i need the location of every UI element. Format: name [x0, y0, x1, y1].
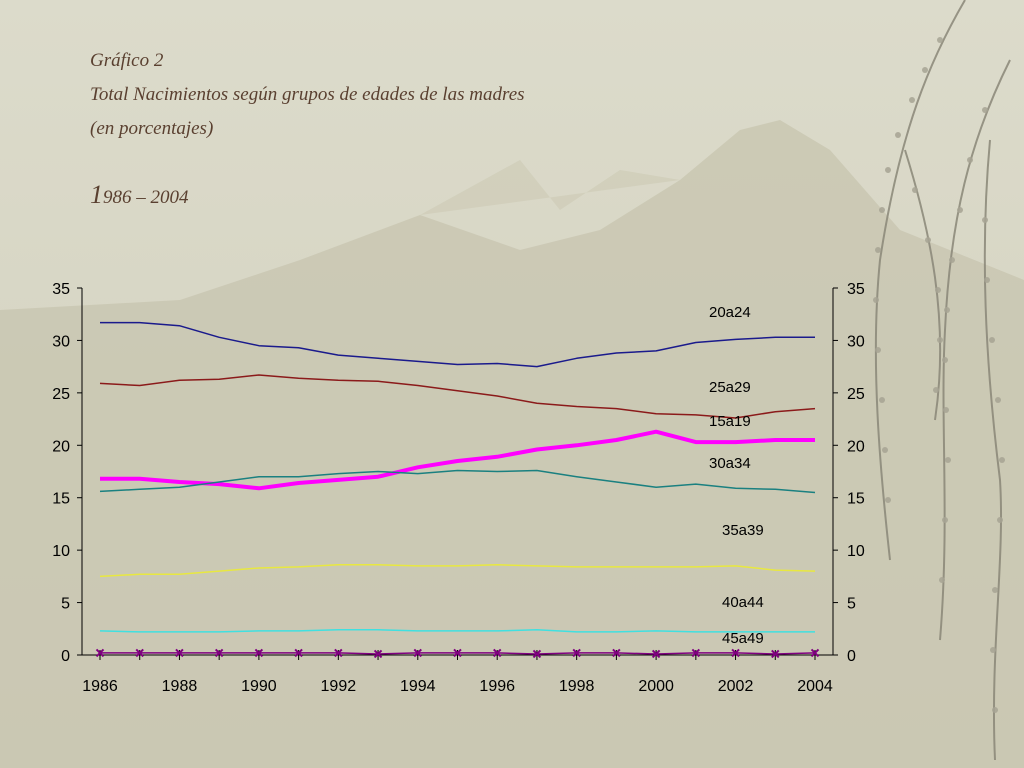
y-tick-label-right: 20 — [847, 438, 865, 455]
mountain-silhouette-back — [420, 160, 680, 215]
y-tick-label-right: 0 — [847, 648, 856, 665]
data-point-45a49 — [135, 648, 144, 658]
y-tick-label-right: 5 — [847, 596, 856, 613]
slide-title: Gráfico 2 Total Nacimientos según grupos… — [90, 44, 525, 146]
mountain-silhouette — [0, 120, 1024, 768]
data-point-45a49 — [493, 648, 502, 658]
series-label-45a49: 45a49 — [722, 630, 764, 647]
data-point-45a49 — [731, 648, 740, 658]
x-tick-label: 1988 — [162, 678, 198, 695]
x-tick-label: 2000 — [638, 678, 674, 695]
data-point-45a49 — [771, 649, 780, 659]
x-tick-label: 2004 — [797, 678, 833, 695]
y-tick-label-left: 25 — [52, 386, 70, 403]
title-line-1: Gráfico 2 — [90, 50, 164, 71]
x-tick-label: 1996 — [479, 678, 515, 695]
data-point-45a49 — [572, 648, 581, 658]
data-point-45a49 — [651, 649, 661, 659]
series-label-15a19: 15a19 — [709, 413, 751, 430]
title-line-2: Total Nacimientos según grupos de edades… — [90, 84, 525, 105]
data-point-45a49 — [175, 648, 184, 658]
y-tick-label-left: 20 — [52, 438, 70, 455]
data-point-45a49 — [214, 648, 224, 658]
series-label-35a39: 35a39 — [722, 522, 764, 539]
series-line-30a34 — [99, 469, 816, 494]
x-tick-label: 1994 — [400, 678, 436, 695]
series-line-35a39 — [99, 564, 816, 578]
series-line-25a29 — [99, 374, 816, 419]
data-point-45a49 — [612, 648, 621, 658]
period-rest: 986 – 2004 — [103, 187, 189, 208]
y-tick-label-left: 15 — [52, 491, 70, 508]
data-point-45a49 — [413, 648, 422, 658]
data-point-45a49 — [532, 649, 542, 659]
period-label: 1986 – 2004 — [90, 180, 189, 210]
y-tick-label-left: 30 — [52, 333, 70, 350]
series-label-25a29: 25a29 — [709, 379, 751, 396]
period-first-char: 1 — [90, 180, 103, 209]
series-line-40a44 — [99, 629, 815, 633]
x-tick-label: 1992 — [321, 678, 357, 695]
x-tick-label: 1990 — [241, 678, 277, 695]
series-label-40a44: 40a44 — [722, 594, 764, 611]
data-point-45a49 — [373, 649, 383, 659]
data-point-45a49 — [453, 648, 462, 658]
x-tick-label: 1998 — [559, 678, 595, 695]
title-line-3: (en porcentajes) — [90, 118, 214, 139]
y-tick-label-left: 10 — [52, 543, 70, 560]
data-point-45a49 — [95, 648, 105, 658]
y-tick-label-right: 10 — [847, 543, 865, 560]
willow-branches — [874, 0, 1011, 761]
series-line-15a19 — [100, 429, 815, 491]
y-tick-label-left: 5 — [61, 596, 70, 613]
y-tick-label-right: 25 — [847, 386, 865, 403]
data-point-45a49 — [334, 648, 343, 658]
data-point-45a49 — [691, 648, 701, 658]
willow-buds — [873, 37, 1005, 713]
series-line-20a24 — [100, 321, 815, 368]
series-label-20a24: 20a24 — [709, 304, 751, 321]
y-tick-label-left: 0 — [61, 648, 70, 665]
y-tick-label-left: 35 — [52, 281, 70, 298]
y-tick-label-right: 35 — [847, 281, 865, 298]
y-tick-label-right: 15 — [847, 491, 865, 508]
series-label-30a34: 30a34 — [709, 455, 751, 472]
x-tick-label: 2002 — [718, 678, 754, 695]
x-tick-label: 1986 — [82, 678, 118, 695]
data-point-45a49 — [254, 648, 264, 658]
data-point-45a49 — [810, 648, 820, 658]
data-point-45a49 — [294, 648, 303, 658]
y-tick-label-right: 30 — [847, 333, 865, 350]
